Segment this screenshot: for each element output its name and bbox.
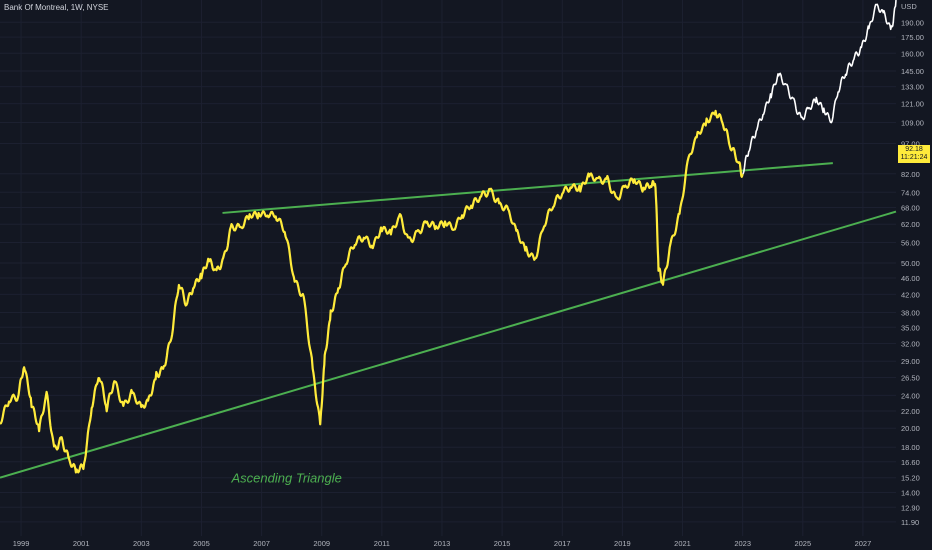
x-tick-label: 2003	[133, 539, 150, 548]
y-tick-label: 74.00	[901, 188, 920, 197]
x-tick-label: 2025	[794, 539, 811, 548]
last-price-tag: 92.18 11:21:24	[898, 145, 930, 163]
x-axis[interactable]: 1999 2001 2003 2005 2007 2009 2011 2013 2015 2017…	[13, 539, 872, 548]
y-tick-label: 26.50	[901, 373, 920, 382]
price-series	[0, 0, 897, 474]
price-line-1	[742, 0, 897, 175]
last-price: 92.18	[905, 146, 923, 153]
y-tick-label: 121.00	[901, 100, 924, 109]
x-tick-label: 2015	[494, 539, 511, 548]
y-tick-label: 46.00	[901, 274, 920, 283]
y-tick-label: 14.00	[901, 489, 920, 498]
x-tick-label: 2021	[674, 539, 691, 548]
y-tick-label: 12.90	[901, 503, 920, 512]
y-tick-label: 68.00	[901, 204, 920, 213]
y-tick-label: 56.00	[901, 239, 920, 248]
chart-grid	[0, 0, 896, 536]
y-tick-label: 15.20	[901, 474, 920, 483]
trendlines	[0, 162, 897, 479]
y-tick-label: 175.00	[901, 33, 924, 42]
y-tick-label: 109.00	[901, 118, 924, 127]
y-tick-label: 62.00	[901, 220, 920, 229]
x-tick-label: 2013	[434, 539, 451, 548]
x-tick-label: 2005	[193, 539, 210, 548]
x-tick-label: 2023	[734, 539, 751, 548]
y-axis-unit: USD	[901, 2, 917, 11]
y-axis[interactable]: USD 190.00 175.00 160.00 145.00 133.00 121.00 1…	[901, 2, 924, 527]
trendline-upper	[222, 162, 833, 214]
x-tick-label: 2027	[855, 539, 872, 548]
price-line-0	[0, 109, 744, 474]
y-tick-label: 133.00	[901, 83, 924, 92]
y-tick-label: 160.00	[901, 49, 924, 58]
x-tick-label: 2001	[73, 539, 90, 548]
chart-title: Bank Of Montreal, 1W, NYSE	[4, 3, 109, 12]
x-tick-label: 2007	[253, 539, 270, 548]
y-tick-label: 22.00	[901, 407, 920, 416]
y-tick-label: 20.00	[901, 424, 920, 433]
y-tick-label: 24.00	[901, 391, 920, 400]
y-tick-label: 190.00	[901, 18, 924, 27]
y-tick-label: 32.00	[901, 339, 920, 348]
y-tick-label: 29.00	[901, 357, 920, 366]
y-tick-label: 145.00	[901, 67, 924, 76]
y-tick-label: 38.00	[901, 308, 920, 317]
y-tick-label: 42.00	[901, 290, 920, 299]
x-tick-label: 2009	[313, 539, 330, 548]
y-tick-label: 18.00	[901, 443, 920, 452]
y-tick-label: 50.00	[901, 259, 920, 268]
y-tick-label: 11.90	[901, 518, 919, 527]
y-tick-label: 35.00	[901, 323, 920, 332]
ascending-triangle-annotation: Ascending Triangle	[231, 470, 342, 485]
y-tick-label: 16.60	[901, 458, 920, 467]
x-tick-label: 1999	[13, 539, 30, 548]
x-tick-label: 2017	[554, 539, 571, 548]
y-tick-label: 82.00	[901, 170, 920, 179]
trendline-lower	[0, 210, 897, 479]
x-tick-label: 2019	[614, 539, 631, 548]
y-tick-label: 97.00	[901, 140, 920, 149]
bar-countdown: 11:21:24	[900, 154, 928, 161]
x-tick-label: 2011	[374, 539, 390, 548]
